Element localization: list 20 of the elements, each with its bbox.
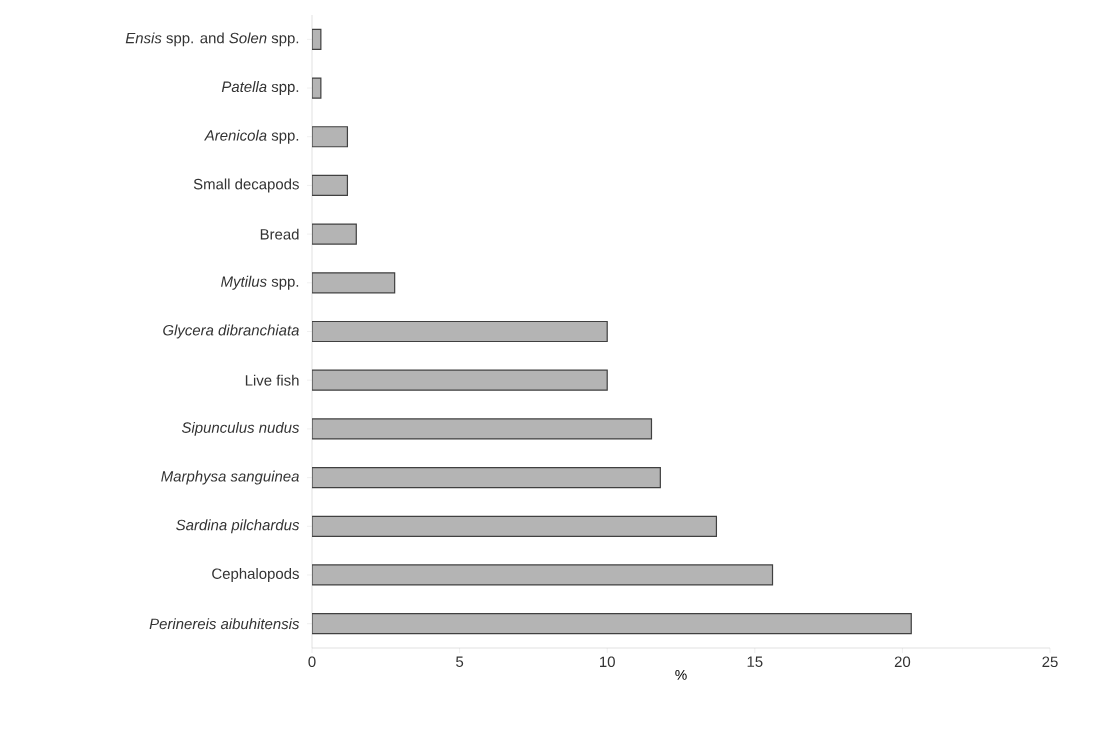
y-tick-label: Sipunculus nudus <box>181 421 300 436</box>
x-tick-label: 25 <box>1042 656 1058 668</box>
x-tick-label: 15 <box>747 656 763 667</box>
y-tick-label: Mytilus spp. <box>221 275 299 290</box>
y-tick-label: Ensis spp. and Solen spp. <box>125 32 299 47</box>
y-tick-label: Marphysa sanguinea <box>161 470 299 485</box>
y-tick-label: Cephalopods <box>212 568 299 582</box>
x-tick-label: 0 <box>308 656 316 668</box>
y-tick-label: Perinereis aibuhitensis <box>149 618 300 630</box>
y-tick-label: Patella spp. <box>221 81 299 95</box>
y-tick-label: Sardina pilchardus <box>176 519 300 534</box>
x-axis-title: % <box>675 669 687 680</box>
y-tick-label: Small decapods <box>193 178 299 193</box>
y-tick-label: Live fish <box>245 374 299 386</box>
x-tick-label: 20 <box>894 656 911 668</box>
x-tick-label: 5 <box>456 656 464 667</box>
x-tick-label: 10 <box>600 656 615 668</box>
y-tick-label: Glycera dibranchiata <box>163 324 299 339</box>
y-tick-label: Bread <box>260 228 299 240</box>
y-tick-label: Arenicola spp. <box>204 129 299 144</box>
